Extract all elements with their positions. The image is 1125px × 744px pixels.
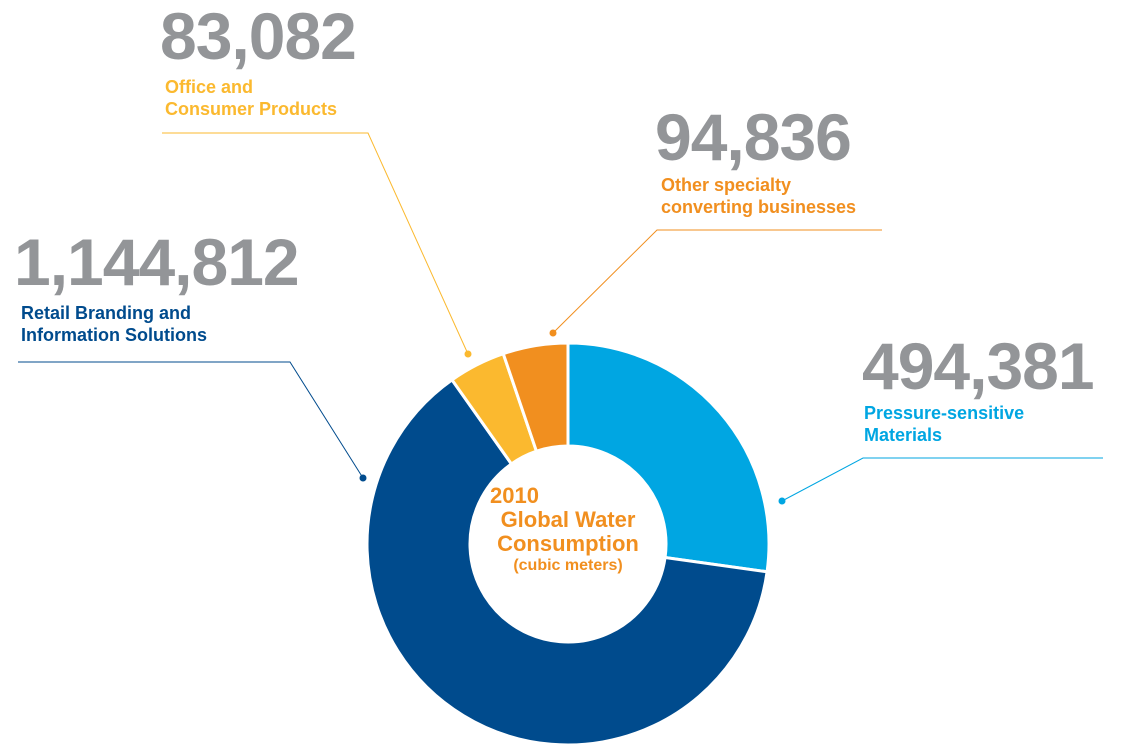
center-line-4: (cubic meters) (513, 557, 623, 574)
donut-slices (365, 341, 771, 744)
value-label-other-specialty: 94,836 (655, 100, 852, 174)
center-line-1: 2010 (490, 483, 539, 508)
slice-retail-branding (365, 377, 769, 744)
leader-pressure-sensitive-dot (778, 497, 786, 505)
leader-office-consumer-line (162, 132, 469, 355)
slice-other-specialty (501, 341, 570, 454)
category-label-office-consumer: Office and Consumer Products (165, 76, 337, 120)
category-line-2: Consumer Products (165, 99, 338, 119)
leader-retail-branding-line (18, 361, 364, 479)
category-line-1: Other specialty (661, 175, 792, 195)
value-label-office-consumer: 83,082 (160, 0, 357, 73)
center-line-3: Consumption (497, 531, 639, 556)
leader-office-consumer-dot (464, 350, 472, 358)
leader-other-specialty-dot (549, 329, 557, 337)
leader-lines (18, 132, 1103, 505)
leader-retail-branding-dot (359, 474, 367, 482)
value-label-retail-branding: 1,144,812 (14, 225, 300, 299)
leader-pressure-sensitive-line (781, 457, 1103, 502)
category-line-2: converting businesses (661, 197, 857, 217)
leader-other-specialty-line (552, 229, 882, 334)
category-line-2: Materials (864, 425, 943, 445)
value-label-pressure-sensitive: 494,381 (862, 329, 1095, 403)
center-line-2: Global Water (500, 507, 636, 532)
category-line-1: Retail Branding and (21, 303, 192, 323)
category-label-retail-branding: Retail Branding and Information Solution… (21, 302, 207, 346)
category-label-pressure-sensitive: Pressure-sensitive Materials (864, 402, 1024, 446)
slice-pressure-sensitive (566, 341, 771, 574)
center-label: 2010 Global Water Consumption (cubic met… (468, 484, 668, 576)
category-label-other-specialty: Other specialty converting businesses (661, 174, 856, 218)
category-line-2: Information Solutions (21, 325, 207, 345)
category-line-1: Office and (165, 77, 254, 97)
category-line-1: Pressure-sensitive (864, 403, 1025, 423)
